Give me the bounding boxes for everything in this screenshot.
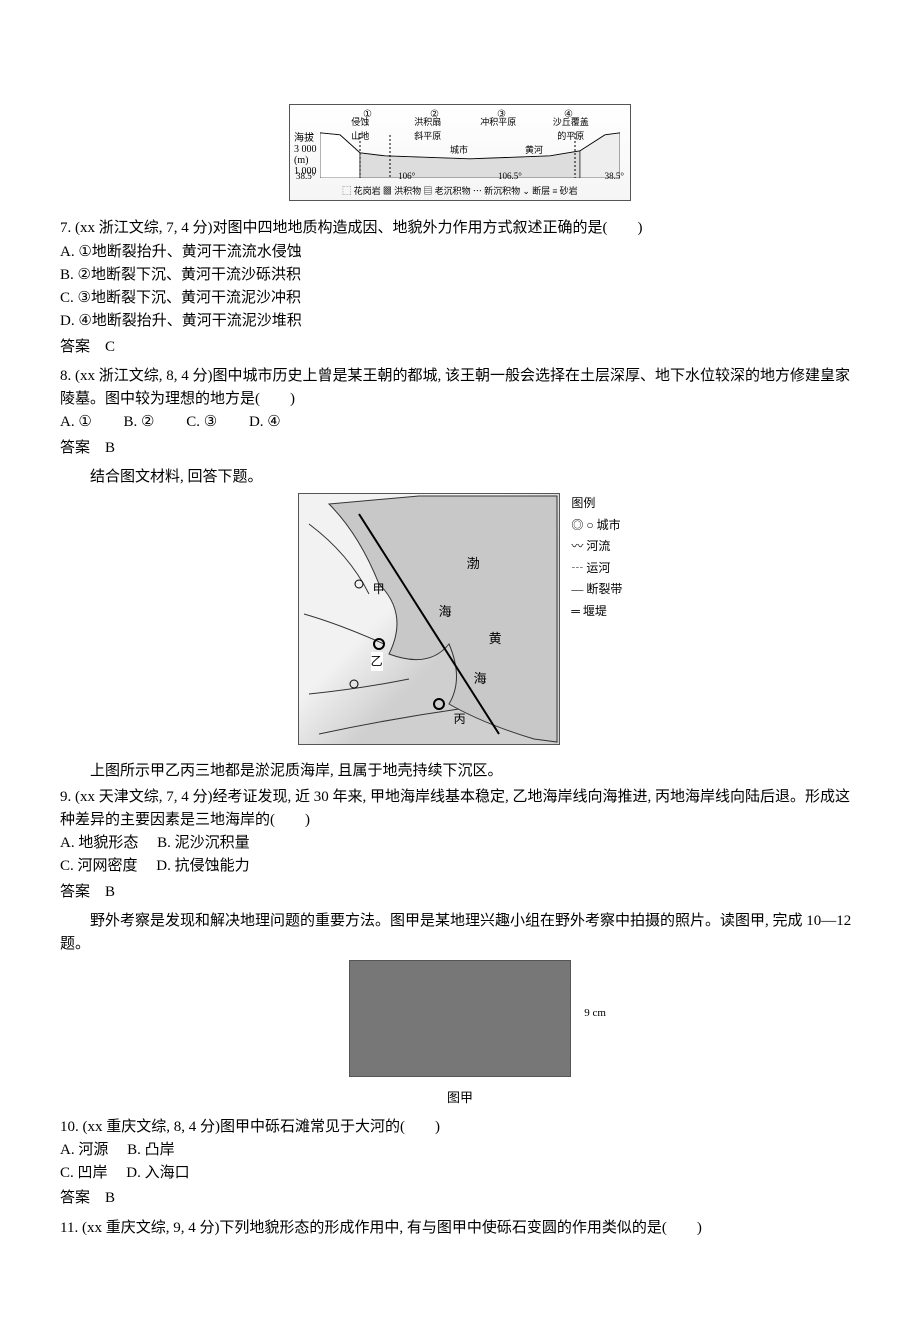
y-tick-3000: 3 000: [294, 144, 317, 155]
q9-opts-row2: C. 河网密度 D. 抗侵蚀能力: [60, 855, 860, 878]
q8-stem: 8. (xx 浙江文综, 8, 4 分)图中城市历史上曾是某王朝的都城, 该王朝…: [60, 365, 860, 412]
q10-opt-c: C. 凹岸: [60, 1165, 108, 1181]
gravel-photo: 9 cm: [349, 960, 571, 1077]
q7-opt-c: C. ③地断裂下沉、黄河干流泥沙冲积: [60, 287, 860, 310]
q8-opt-b: B. ②: [124, 414, 155, 430]
q11-stem: 11. (xx 重庆文综, 9, 4 分)下列地貌形态的形成作用中, 有与图甲中…: [60, 1217, 860, 1240]
q10-answer: 答案 B: [60, 1187, 860, 1210]
x-mid-l: 106°: [398, 170, 415, 184]
q7-opt-b: B. ②地断裂下沉、黄河干流沙砾洪积: [60, 264, 860, 287]
photo-caption: 图甲: [60, 1088, 860, 1108]
x-axis-row: 38.5° 106° 106.5° 38.5°: [290, 170, 630, 184]
q9-stem: 9. (xx 天津文综, 7, 4 分)经考证发现, 近 30 年来, 甲地海岸…: [60, 786, 860, 833]
lead-3: 野外考察是发现和解决地理问题的重要方法。图甲是某地理兴趣小组在野外考察中拍摄的照…: [60, 910, 860, 957]
map-box: 甲 乙 丙 渤 黄 海 海: [298, 493, 560, 745]
legend-dyke: ═ 堰堤: [571, 601, 622, 623]
y-unit: (m): [294, 155, 317, 166]
legend-title: 图例: [571, 493, 622, 515]
legend-fault: — 断裂带: [571, 579, 622, 601]
map-svg: [299, 494, 559, 744]
q7-stem: 7. (xx 浙江文综, 7, 4 分)对图中四地地质构造成因、地貌外力作用方式…: [60, 217, 860, 240]
legend-river: 〰 河流: [571, 536, 622, 558]
photo-figure: 9 cm 图甲: [60, 960, 860, 1107]
q8-options: A. ① B. ② C. ③ D. ④: [60, 411, 860, 434]
city-label: 城市: [450, 144, 468, 155]
photo-scale: 9 cm: [584, 1005, 606, 1022]
q7-opt-d: D. ④地断裂抬升、黄河干流泥沙堆积: [60, 310, 860, 333]
map-hai2: 海: [474, 669, 487, 689]
q9-opt-c: C. 河网密度: [60, 858, 138, 874]
q10-stem: 10. (xx 重庆文综, 8, 4 分)图甲中砾石滩常见于大河的( ): [60, 1116, 860, 1139]
legend-canal: ┄ 运河: [571, 558, 622, 580]
q9-opt-b: B. 泥沙沉积量: [157, 835, 250, 851]
x-mid-r: 106.5°: [498, 170, 522, 184]
q9-opt-d: D. 抗侵蚀能力: [156, 858, 249, 874]
q10-opt-d: D. 入海口: [126, 1165, 189, 1181]
q8-answer: 答案 B: [60, 437, 860, 460]
q10-opt-a: A. 河源: [60, 1142, 108, 1158]
map-huang: 黄: [489, 629, 502, 649]
q10-opts-row1: A. 河源 B. 凸岸: [60, 1139, 860, 1162]
q7-opt-a: A. ①地断裂抬升、黄河干流流水侵蚀: [60, 241, 860, 264]
cross-section-figure: ① ② ③ ④ 侵蚀山地 洪积扇斜平原 冲积平原 沙丘覆盖的平原 海拔 3 00…: [60, 104, 860, 209]
lead-2b: 上图所示甲乙丙三地都是淤泥质海岸, 且属于地壳持续下沉区。: [60, 760, 860, 783]
map-yi: 乙: [371, 652, 383, 671]
x-right: 38.5°: [605, 170, 624, 184]
legend-city: ◎ ○ 城市: [571, 515, 622, 537]
q9-opt-a: A. 地貌形态: [60, 835, 138, 851]
q10-opt-b: B. 凸岸: [127, 1142, 175, 1158]
q8-opt-d: D. ④: [249, 414, 281, 430]
cross-section-box: ① ② ③ ④ 侵蚀山地 洪积扇斜平原 冲积平原 沙丘覆盖的平原 海拔 3 00…: [289, 104, 631, 201]
x-left: 38.5°: [296, 170, 315, 184]
river-label: 黄河: [525, 144, 543, 155]
q10-opts-row2: C. 凹岸 D. 入海口: [60, 1162, 860, 1185]
q9-answer: 答案 B: [60, 881, 860, 904]
map-jia: 甲: [373, 580, 385, 599]
q7-answer: 答案 C: [60, 336, 860, 359]
fig1-legend: ⬚ 花岗岩 ▩ 洪积物 ▤ 老沉积物 ⋯ 新沉积物 ⌄ 断层 ≡ 砂岩: [290, 185, 630, 199]
lead-2: 结合图文材料, 回答下题。: [60, 466, 860, 489]
q8-opt-a: A. ①: [60, 414, 92, 430]
q9-opts-row1: A. 地貌形态 B. 泥沙沉积量: [60, 832, 860, 855]
map-legend: 图例 ◎ ○ 城市 〰 河流 ┄ 运河 — 断裂带 ═ 堰堤: [571, 493, 622, 623]
y-title: 海拔: [294, 133, 317, 144]
map-figure: 甲 乙 丙 渤 黄 海 海 图例 ◎ ○ 城市 〰 河流 ┄ 运河 — 断裂带 …: [60, 493, 860, 752]
q8-opt-c: C. ③: [186, 414, 217, 430]
map-hai1: 海: [439, 602, 452, 622]
map-bo: 渤: [467, 554, 480, 574]
map-bing: 丙: [454, 710, 466, 729]
